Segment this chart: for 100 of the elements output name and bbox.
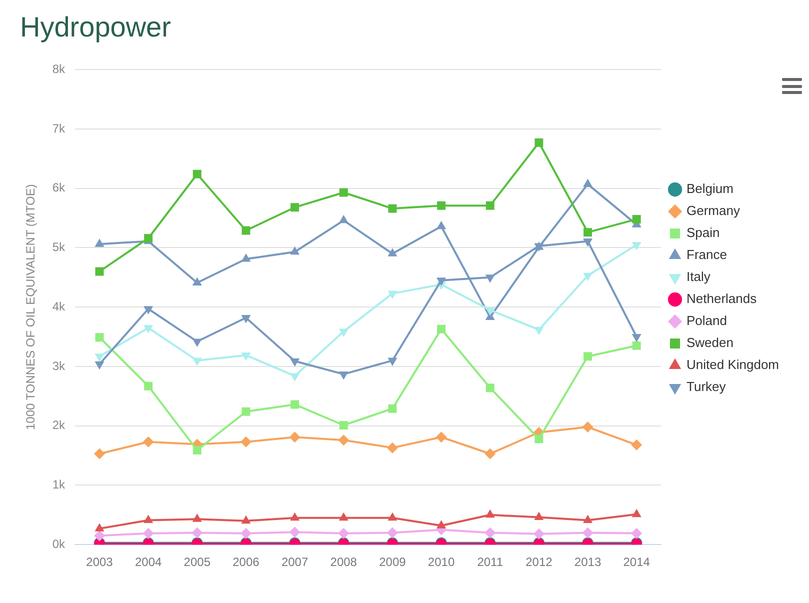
point [338, 371, 348, 380]
y-tick-label: 4k [52, 299, 66, 314]
point [534, 512, 544, 520]
point [290, 373, 300, 382]
point [583, 514, 593, 524]
x-tick-label: 2013 [574, 555, 602, 570]
point [386, 442, 398, 454]
point [242, 407, 250, 416]
chart-title: Hydropower [20, 12, 171, 43]
y-tick-label: 6k [52, 180, 66, 195]
x-tick-label: 2010 [428, 555, 455, 570]
point [533, 528, 544, 540]
point [289, 526, 300, 538]
point [95, 333, 104, 342]
legend-label: Netherlands [686, 291, 758, 306]
point [192, 446, 202, 454]
y-axis-title: 1000 TONNES OF OIL EQUIVALENT (MTOE) [24, 184, 38, 430]
y-tick-label: 7k [52, 121, 66, 136]
x-tick-label: 2008 [330, 555, 358, 570]
y-tick-label: 3k [52, 358, 66, 373]
point [94, 354, 104, 362]
x-tick-label: 2006 [232, 555, 260, 570]
point [241, 515, 251, 524]
point [484, 527, 496, 538]
legend-label: Sweden [686, 335, 734, 350]
legend-label: United Kingdom [686, 357, 779, 372]
point [338, 328, 348, 337]
point [388, 358, 398, 366]
legend-label: Spain [686, 225, 720, 240]
point [144, 514, 154, 524]
point [338, 512, 348, 521]
point [290, 512, 300, 521]
point [94, 448, 105, 460]
legend-label: Poland [686, 313, 727, 328]
point [436, 520, 446, 528]
x-tick-label: 2014 [623, 555, 650, 570]
point [388, 512, 398, 521]
point [632, 508, 642, 518]
point [436, 432, 447, 443]
point [632, 334, 642, 342]
point [388, 290, 398, 299]
point [192, 514, 202, 522]
point [192, 338, 202, 348]
point [582, 422, 594, 433]
x-tick-label: 2012 [526, 555, 553, 570]
point [144, 306, 154, 314]
y-tick-label: 0k [52, 536, 66, 551]
point [192, 527, 203, 538]
y-tick-label: 1k [52, 478, 66, 492]
y-tick-label: 5k [52, 240, 66, 254]
point [632, 341, 641, 350]
point [485, 307, 495, 316]
y-tick-label: 2k [52, 418, 66, 432]
point [338, 434, 350, 446]
point [388, 404, 397, 413]
legend-label: Italy [686, 269, 711, 284]
point [386, 527, 398, 538]
point [144, 382, 153, 390]
point [631, 528, 642, 539]
point [240, 528, 252, 539]
point [94, 530, 105, 542]
legend-label: Turkey [686, 379, 726, 394]
point [142, 528, 154, 539]
x-tick-label: 2007 [281, 555, 308, 570]
point [485, 274, 495, 283]
point [339, 421, 348, 430]
point [290, 400, 300, 409]
point [584, 352, 592, 361]
point [338, 528, 350, 539]
x-tick-label: 2004 [134, 555, 162, 570]
point [289, 432, 300, 443]
point [94, 523, 104, 532]
point [534, 326, 544, 336]
point [631, 439, 642, 450]
point [486, 384, 494, 392]
point [584, 228, 592, 237]
point [290, 358, 300, 367]
y-tick-label: 8k [52, 62, 66, 76]
x-tick-label: 2011 [477, 555, 504, 570]
point [632, 242, 642, 250]
point [240, 436, 252, 448]
legend-label: France [686, 247, 727, 262]
legend-label: Germany [686, 203, 740, 218]
point [437, 324, 446, 334]
point [144, 325, 154, 334]
point [583, 272, 593, 282]
point [95, 267, 104, 276]
point [241, 315, 251, 324]
point [241, 352, 251, 361]
legend-label: Belgium [686, 181, 734, 196]
point [485, 509, 495, 518]
point [582, 527, 594, 538]
point [142, 436, 154, 448]
point [94, 361, 104, 370]
point [192, 358, 202, 366]
point [484, 448, 496, 460]
x-tick-label: 2005 [184, 555, 211, 570]
point [583, 238, 593, 247]
point [534, 434, 544, 444]
x-tick-label: 2009 [379, 555, 406, 570]
